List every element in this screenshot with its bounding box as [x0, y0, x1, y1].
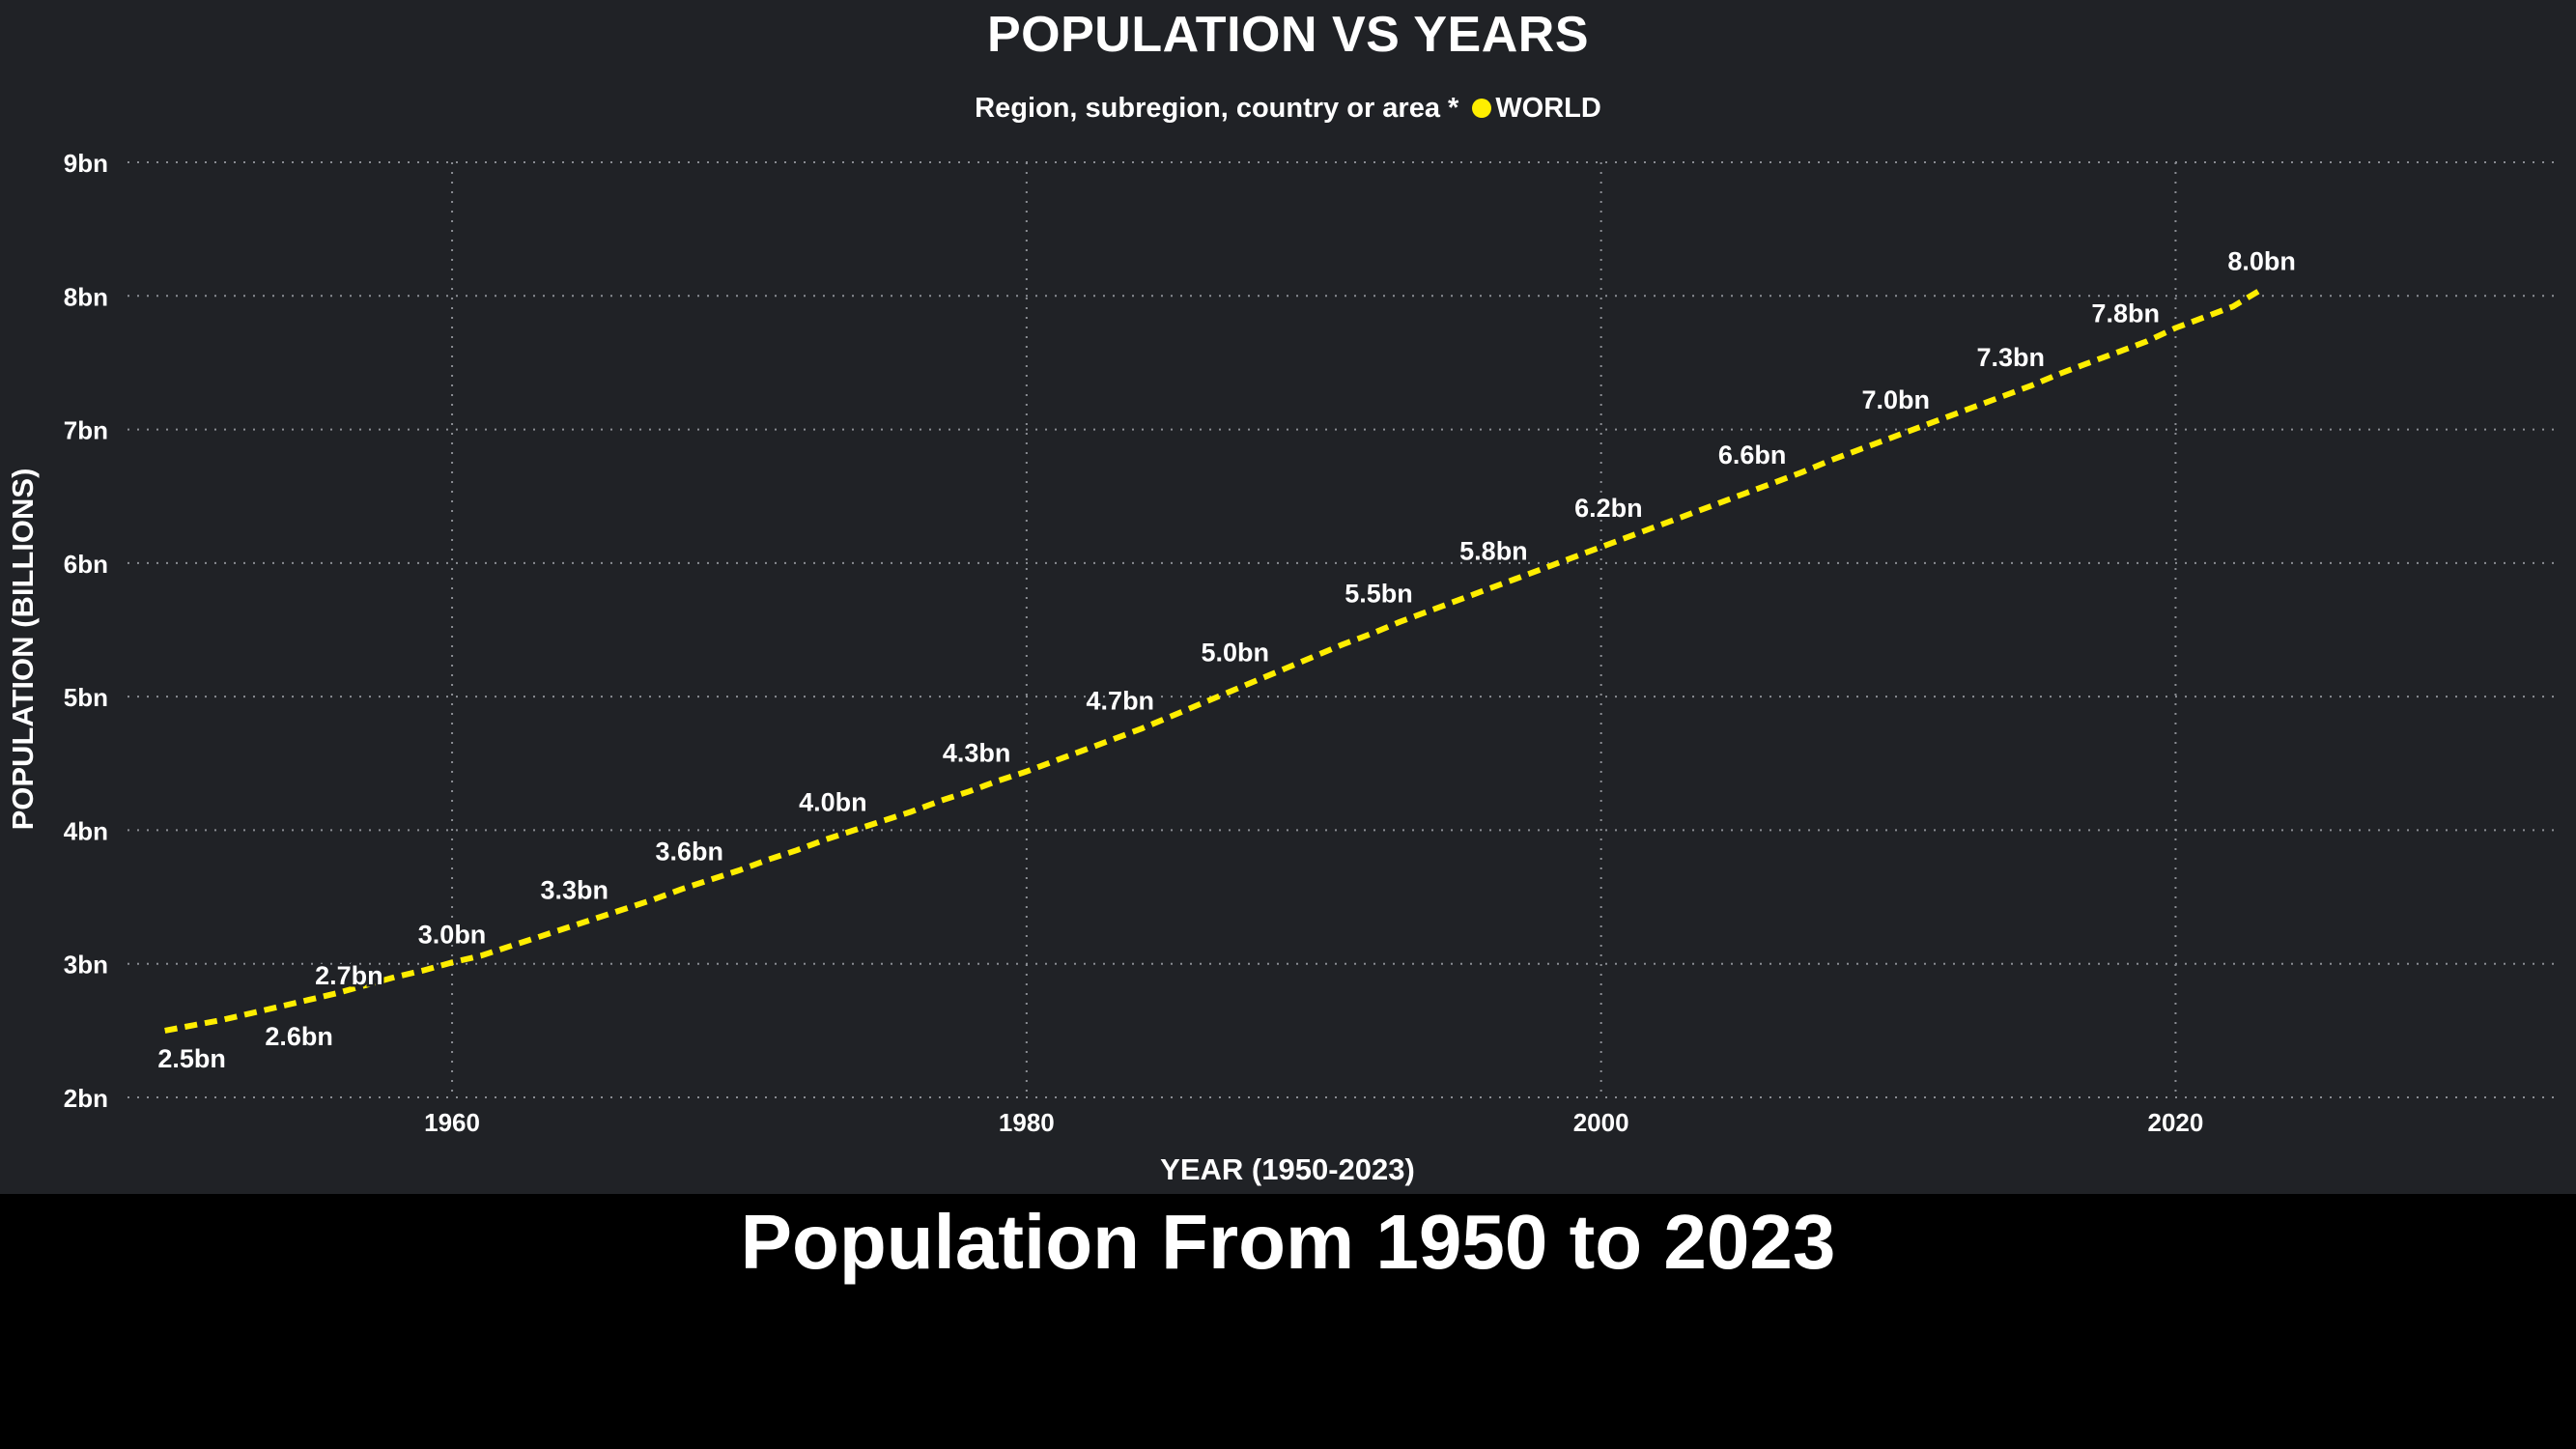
data-label: 3.6bn [655, 838, 723, 867]
data-label: 2.5bn [157, 1044, 226, 1073]
data-label: 3.0bn [418, 920, 487, 949]
data-label: 8.0bn [2227, 246, 2296, 275]
data-label: 3.3bn [540, 876, 609, 905]
series-world [164, 286, 2264, 1034]
data-label: 4.3bn [943, 738, 1011, 767]
data-labels: 2.5bn 2.6bn 2.7bn 3.0bn 3.3bn 3.6bn 4.0bn 4.3bn… [156, 244, 2299, 1075]
chart-title: POPULATION VS YEARS [986, 7, 1589, 63]
y-tick-label: 7bn [64, 416, 108, 445]
legend-heading: Region, subregion, country or area * [975, 93, 1459, 124]
legend-marker-world [1472, 99, 1492, 118]
data-label: 4.7bn [1087, 686, 1155, 715]
data-label: 2.7bn [315, 961, 383, 990]
data-label: 7.3bn [1976, 343, 2045, 372]
series-line-world [164, 286, 2264, 1034]
y-tick-label: 4bn [64, 816, 108, 845]
gridlines [127, 161, 2555, 1098]
y-tick-label: 3bn [64, 951, 108, 980]
y-tick-label: 6bn [64, 550, 108, 579]
legend[interactable]: Region, subregion, country or area * WORL… [0, 93, 2576, 125]
data-label: 5.8bn [1459, 536, 1528, 565]
data-label: 5.5bn [1345, 580, 1413, 609]
data-label: 4.0bn [799, 787, 867, 816]
x-tick-label: 2000 [1573, 1108, 1629, 1137]
x-tick-label: 2020 [2148, 1108, 2204, 1137]
data-label: 7.8bn [2091, 298, 2160, 327]
data-label: 6.2bn [1574, 494, 1643, 523]
data-label: 2.6bn [265, 1022, 333, 1051]
legend-entry-world: WORLD [1495, 93, 1601, 124]
x-axis-title: YEAR (1950-2023) [1160, 1152, 1415, 1186]
data-label: 7.0bn [1862, 385, 1931, 414]
data-label: 5.0bn [1202, 639, 1270, 668]
chart-panel: POPULATION VS YEARS Region, subregion, c… [0, 0, 2576, 1194]
y-tick-label: 9bn [64, 149, 108, 178]
axes: 2bn 3bn 4bn 5bn 6bn 7bn 8bn 9bn 1960 1980 2000 2020… [6, 149, 2203, 1186]
y-axis-title: POPULATION (BILLIONS) [6, 469, 40, 831]
y-tick-label: 2bn [64, 1084, 108, 1113]
line-chart[interactable]: 2bn 3bn 4bn 5bn 6bn 7bn 8bn 9bn 1960 1980 2000 2020… [0, 0, 2576, 1194]
y-tick-label: 8bn [64, 282, 108, 311]
x-tick-label: 1980 [999, 1108, 1055, 1137]
caption: Population From 1950 to 2023 [740, 1199, 1836, 1285]
y-tick-label: 5bn [64, 683, 108, 712]
data-label: 6.6bn [1718, 440, 1787, 469]
x-tick-label: 1960 [424, 1108, 480, 1137]
